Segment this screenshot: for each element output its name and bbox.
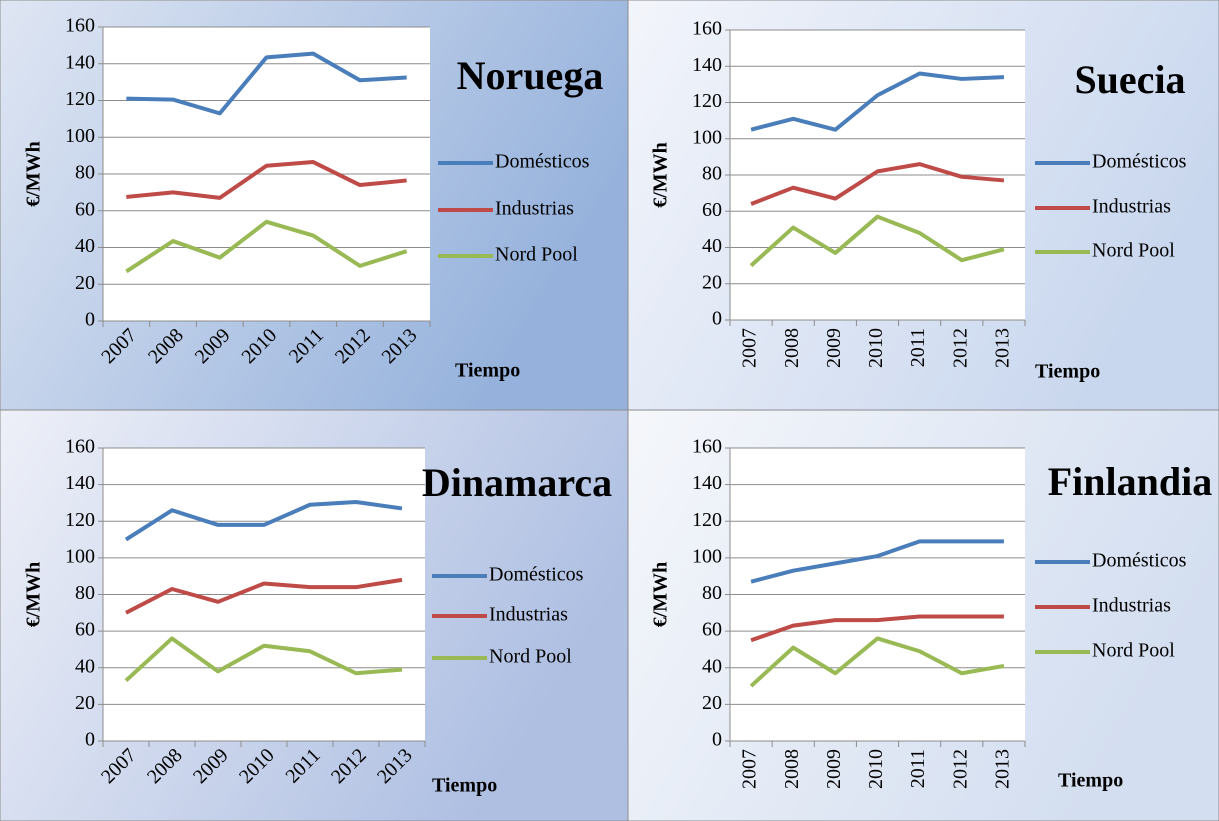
legend-label: Nord Pool (495, 244, 578, 266)
y-tick-label: 100 (692, 545, 722, 567)
legend-label: Industrias (1092, 595, 1171, 617)
y-tick-label: 160 (692, 18, 722, 40)
y-tick-label: 80 (702, 163, 722, 185)
y-tick-label: 40 (702, 235, 722, 257)
y-tick-label: 120 (65, 509, 95, 531)
x-tick-label: 2013 (992, 749, 1014, 789)
x-axis-label: Tiempo (1035, 361, 1100, 383)
x-tick-label: 2013 (992, 328, 1014, 368)
y-tick-label: 140 (692, 54, 722, 76)
y-tick-label: 40 (702, 655, 722, 677)
y-tick-label: 60 (75, 619, 95, 641)
y-tick-label: 40 (75, 655, 95, 677)
x-tick-label: 2009 (823, 328, 845, 368)
y-tick-label: 140 (692, 472, 722, 494)
y-axis-label: €/MWh (650, 142, 672, 208)
x-axis-label: Tiempo (455, 360, 520, 382)
x-tick-label: 2010 (865, 328, 887, 368)
y-tick-label: 120 (692, 90, 722, 112)
data-line (750, 162, 1005, 206)
y-axis-label: €/MWh (23, 141, 45, 207)
x-tick-label: 2011 (907, 328, 929, 367)
legend-label: Nord Pool (1092, 640, 1175, 662)
chart-title: Dinamarca (422, 460, 612, 505)
y-tick-label: 140 (65, 51, 95, 73)
x-tick-label: 2010 (865, 749, 887, 789)
x-tick-label: 2009 (823, 749, 845, 789)
y-tick-label: 40 (75, 235, 95, 257)
y-tick-label: 20 (702, 271, 722, 293)
y-tick-label: 120 (692, 509, 722, 531)
data-line (125, 219, 408, 274)
y-tick-label: 80 (75, 582, 95, 604)
data-line (124, 500, 403, 542)
legend-label: Domésticos (495, 151, 590, 173)
y-tick-label: 0 (712, 729, 722, 751)
x-tick-label: 2008 (781, 749, 803, 789)
x-tick-label: 2007 (739, 328, 761, 368)
y-tick-label: 80 (702, 582, 722, 604)
legend-label: Domésticos (1092, 151, 1187, 173)
x-tick-label: 2012 (949, 328, 971, 368)
y-tick-label: 120 (65, 88, 95, 110)
legend-label: Industrias (1092, 196, 1171, 218)
chart-title: Suecia (1074, 57, 1185, 102)
x-axis-label: Tiempo (1058, 770, 1123, 792)
data-line (126, 51, 407, 116)
x-tick-label: 2007 (739, 749, 761, 789)
x-tick-label: 2008 (781, 328, 803, 368)
y-tick-label: 160 (65, 15, 95, 37)
data-line (125, 577, 403, 615)
data-line (750, 71, 1005, 132)
y-tick-label: 0 (85, 309, 95, 331)
data-line (749, 214, 1005, 268)
y-tick-label: 60 (702, 199, 722, 221)
data-line (750, 614, 1004, 643)
data-line (126, 160, 407, 200)
legend-label: Domésticos (489, 564, 584, 586)
y-tick-label: 160 (65, 436, 95, 458)
y-tick-label: 160 (692, 436, 722, 458)
chart-title: Noruega (457, 53, 604, 98)
y-tick-label: 20 (75, 272, 95, 294)
y-axis-label: €/MWh (650, 562, 672, 628)
y-tick-label: 20 (702, 692, 722, 714)
legend-label: Industrias (495, 198, 574, 220)
y-tick-label: 0 (712, 308, 722, 330)
x-tick-label: 2012 (949, 749, 971, 789)
y-tick-label: 60 (702, 619, 722, 641)
data-line (749, 636, 1005, 688)
y-axis-label: €/MWh (23, 562, 45, 628)
y-tick-label: 80 (75, 162, 95, 184)
data-line (750, 539, 1004, 584)
legend-label: Industrias (489, 604, 568, 626)
y-tick-label: 0 (85, 729, 95, 751)
data-line (124, 636, 403, 683)
x-tick-label: 2011 (907, 749, 929, 788)
y-tick-label: 60 (75, 198, 95, 220)
legend-label: Nord Pool (489, 646, 572, 668)
legend-label: Nord Pool (1092, 240, 1175, 262)
y-tick-label: 20 (75, 692, 95, 714)
legend-label: Domésticos (1092, 550, 1187, 572)
y-tick-label: 100 (65, 125, 95, 147)
y-tick-label: 100 (65, 545, 95, 567)
y-tick-label: 140 (65, 472, 95, 494)
x-axis-label: Tiempo (432, 775, 497, 797)
y-tick-label: 100 (692, 126, 722, 148)
chart-title: Finlandia (1048, 459, 1213, 504)
